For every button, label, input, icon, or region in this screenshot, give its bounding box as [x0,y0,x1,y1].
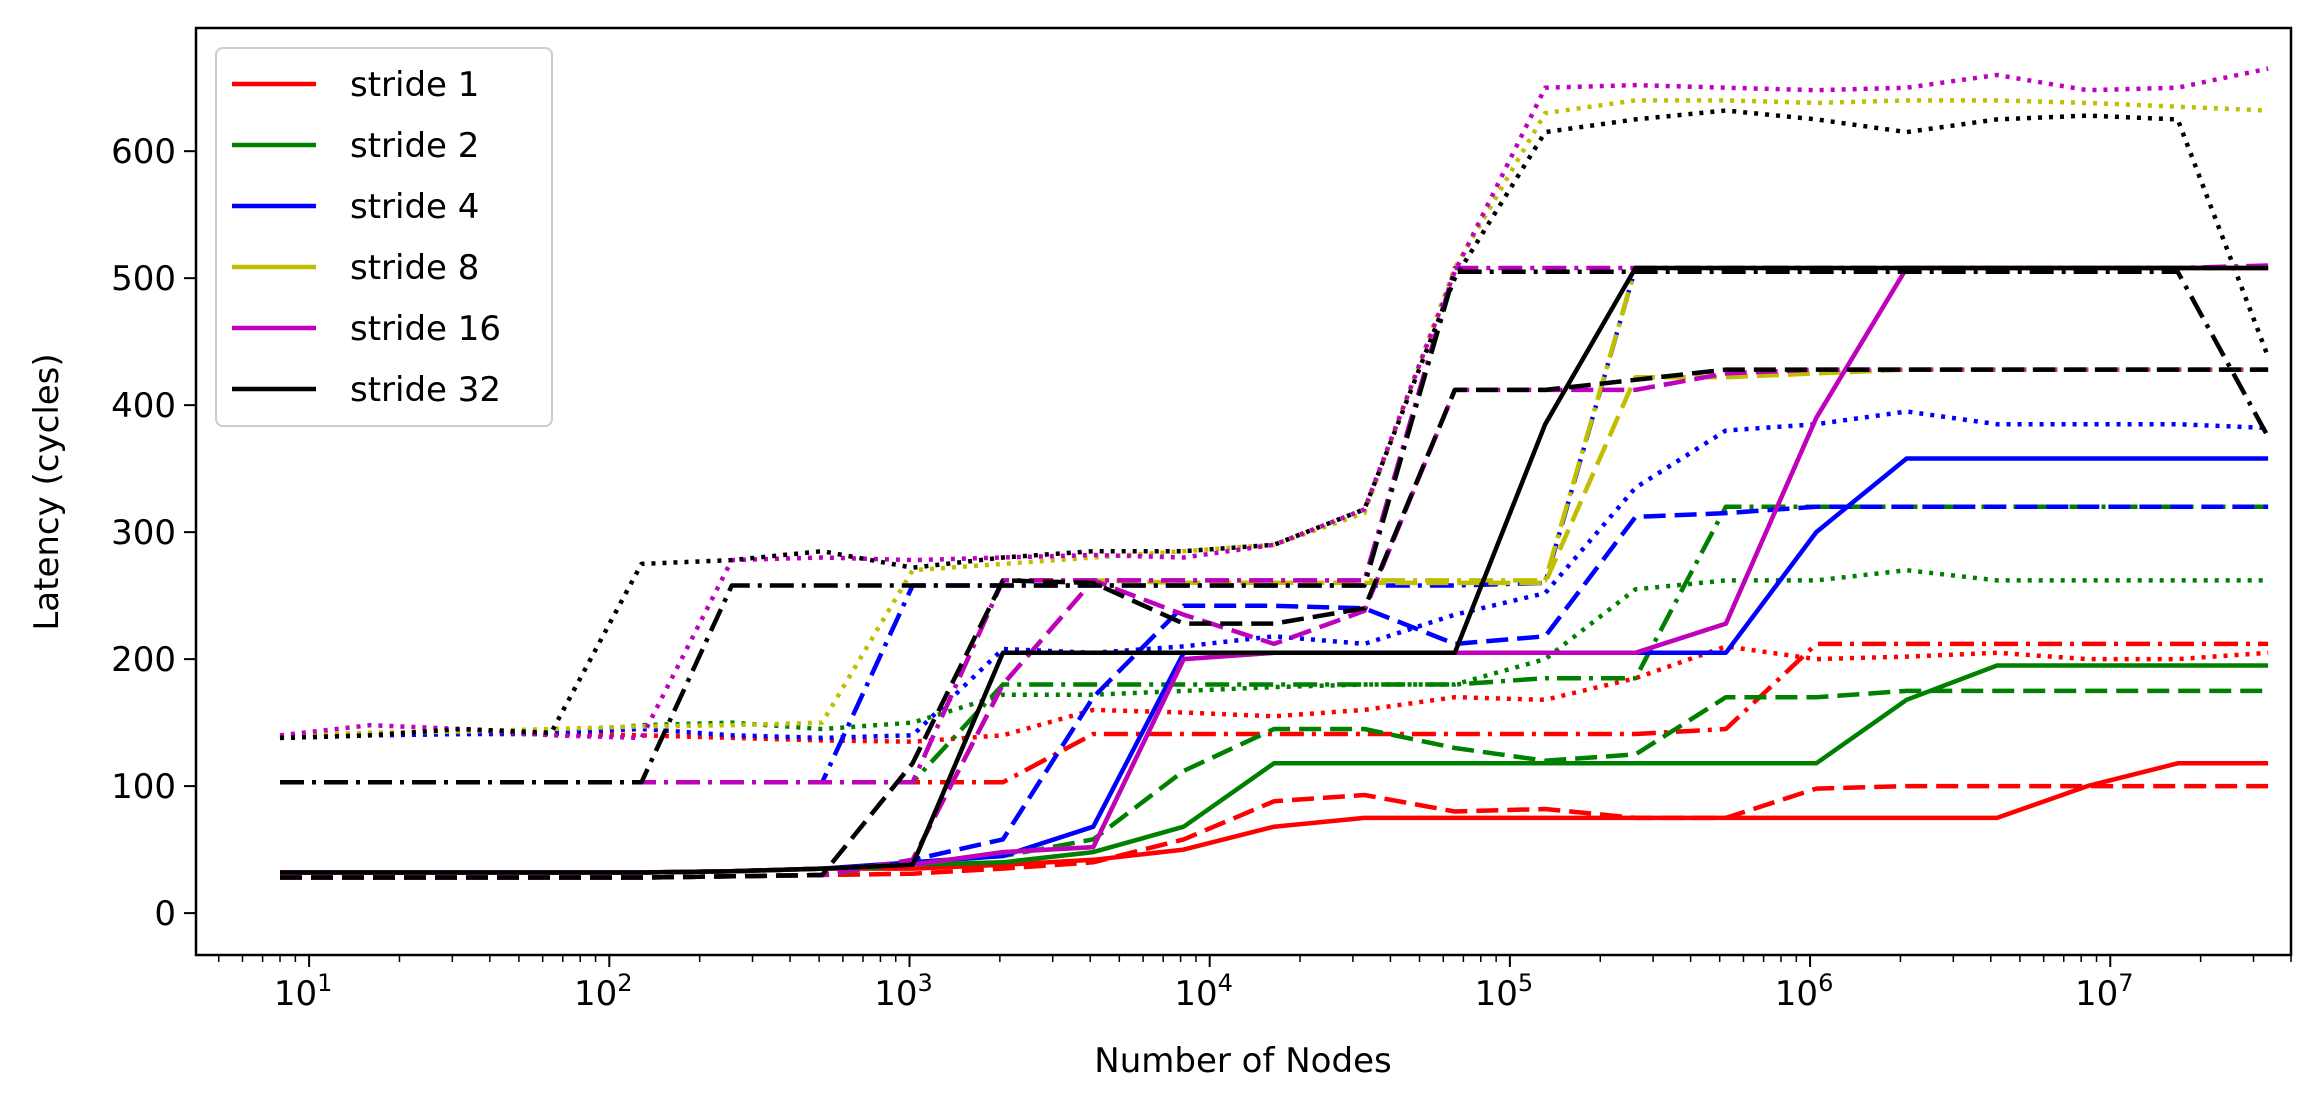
x-tick-base: 10 [2075,974,2118,1014]
x-tick-label: 104 [1174,969,1233,1014]
plot-frame [194,26,2293,957]
x-axis: 101 102 103 104 105 106 107 [217,955,2292,1014]
x-tick-exponent: 7 [2118,969,2133,997]
x-tick-exponent: 6 [1818,969,1833,997]
series-line-8-dotted [279,98,2269,738]
x-tick-exponent: 2 [617,969,632,997]
legend-entry: stride 1 [232,65,479,105]
legend-label: stride 16 [350,309,501,349]
y-axis: 0 100 200 300 400 500 600 [111,132,196,934]
series-layer [279,66,2271,880]
x-tick-base: 10 [1775,974,1818,1014]
legend-box [215,47,553,427]
y-tick-label: 600 [111,132,176,172]
y-tick-label: 0 [154,894,176,934]
x-tick-exponent: 5 [1518,969,1533,997]
series-line-32-dotted [279,108,2271,741]
x-tick-base: 10 [574,974,617,1014]
legend: stride 1 stride 2 stride 4 stride 8 stride 1… [215,47,553,427]
x-tick-base: 10 [274,974,317,1014]
legend-label: stride 8 [350,248,479,288]
series-line-32-solid [280,265,2269,875]
legend-entry: stride 8 [232,248,479,288]
x-tick-base: 10 [1475,974,1518,1014]
x-tick-base: 10 [874,974,917,1014]
x-tick-label: 102 [574,969,633,1014]
x-axis-label: Number of Nodes [1094,1041,1391,1081]
legend-entry: stride 32 [232,370,501,410]
x-tick-exponent: 1 [317,969,332,997]
x-tick-exponent: 3 [917,969,932,997]
legend-label: stride 2 [350,126,479,166]
series-line-4-dotted [279,409,2269,741]
y-tick-label: 100 [111,767,176,807]
x-tick-label: 103 [874,969,933,1014]
series-line-32-dashed [280,367,2269,880]
y-tick-label: 500 [111,259,176,299]
x-tick-exponent: 4 [1218,969,1233,997]
series-line-16-dotted [279,66,2269,741]
y-tick-label: 400 [111,386,176,426]
legend-entry: stride 4 [232,187,479,227]
legend-label: stride 1 [350,65,479,105]
legend-label: stride 4 [350,187,479,227]
y-tick-label: 300 [111,513,176,553]
legend-label: stride 32 [350,370,501,410]
y-axis-label: Latency (cycles) [27,353,67,630]
series-line-32-dashdot [280,269,2271,785]
x-tick-label: 106 [1775,969,1834,1014]
x-tick-base: 10 [1174,974,1217,1014]
y-tick-label: 200 [111,640,176,680]
legend-entry: stride 16 [232,309,501,349]
x-tick-label: 105 [1475,969,1534,1014]
legend-entry: stride 2 [232,126,479,166]
x-tick-label: 101 [274,969,333,1014]
x-tick-label: 107 [2075,969,2134,1014]
